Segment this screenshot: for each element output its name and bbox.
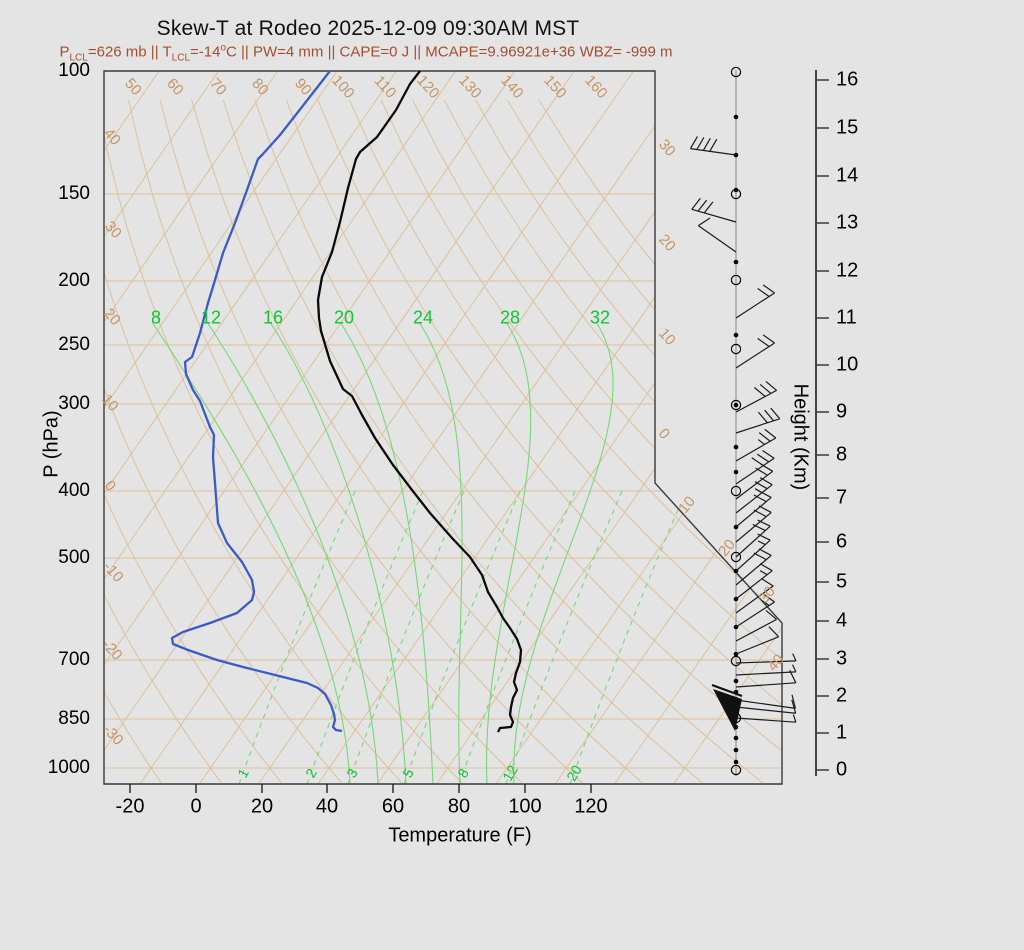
pressure-tick-9: 1000 [47, 757, 90, 778]
temperature-tick-0: -20 [115, 795, 145, 818]
moist-adiabat-label-0: 8 [150, 307, 162, 328]
pressure-tick-2: 200 [58, 270, 90, 291]
temperature-tick-5: 80 [447, 795, 471, 818]
moist-adiabat-label-1: 12 [200, 307, 222, 328]
height-tick-0: 0 [836, 758, 848, 781]
height-tick-5: 5 [836, 570, 848, 593]
pressure-tick-0: 100 [58, 60, 90, 81]
pressure-tick-8: 850 [58, 708, 90, 729]
height-tick-14: 14 [836, 164, 859, 187]
moist-adiabat-label-6: 32 [589, 307, 611, 328]
pressure-tick-1: 150 [58, 183, 90, 204]
temperature-curve [316, 70, 523, 733]
height-tick-15: 15 [836, 116, 859, 139]
background-grid [104, 71, 782, 784]
height-tick-4: 4 [836, 609, 848, 632]
temperature-tick-1: 0 [190, 795, 202, 818]
dewpoint-curve [170, 70, 343, 733]
pressure-tick-5: 400 [58, 480, 90, 501]
height-axis-title: Height (Km) [789, 383, 812, 491]
height-tick-16: 16 [836, 68, 859, 91]
page-title: Skew-T at Rodeo 2025-12-09 09:30AM MST [156, 17, 580, 40]
moist-adiabat-label-4: 24 [412, 307, 434, 328]
height-tick-12: 12 [836, 259, 859, 282]
pressure-tick-7: 700 [58, 649, 90, 670]
pressure-tick-3: 250 [58, 334, 90, 355]
temperature-axis-title: Temperature (F) [388, 824, 532, 847]
moist-adiabat-label-2: 16 [262, 307, 284, 328]
pressure-axis-title: P (hPa) [40, 410, 63, 478]
pressure-tick-6: 500 [58, 547, 90, 568]
height-tick-1: 1 [836, 721, 848, 744]
height-tick-6: 6 [836, 530, 848, 553]
moist-adiabat-label-5: 28 [499, 307, 521, 328]
height-tick-9: 9 [836, 400, 848, 423]
plot-border [103, 70, 783, 785]
height-tick-3: 3 [836, 647, 848, 670]
temperature-tick-4: 60 [381, 795, 405, 818]
temperature-tick-6: 100 [508, 795, 542, 818]
sounding-parameters: PLCL=626 mb || TLCL=-14oC || PW=4 mm || … [59, 42, 673, 64]
temperature-tick-7: 120 [574, 795, 608, 818]
pressure-tick-4: 300 [58, 393, 90, 414]
height-tick-7: 7 [836, 486, 848, 509]
moist-adiabat-label-3: 20 [333, 307, 355, 328]
height-tick-13: 13 [836, 211, 859, 234]
height-tick-11: 11 [836, 306, 857, 329]
height-tick-2: 2 [836, 684, 848, 707]
temperature-tick-3: 40 [315, 795, 339, 818]
temperature-tick-2: 20 [250, 795, 274, 818]
wind-barbs [689, 66, 797, 776]
height-tick-10: 10 [836, 353, 859, 376]
height-tick-8: 8 [836, 443, 848, 466]
